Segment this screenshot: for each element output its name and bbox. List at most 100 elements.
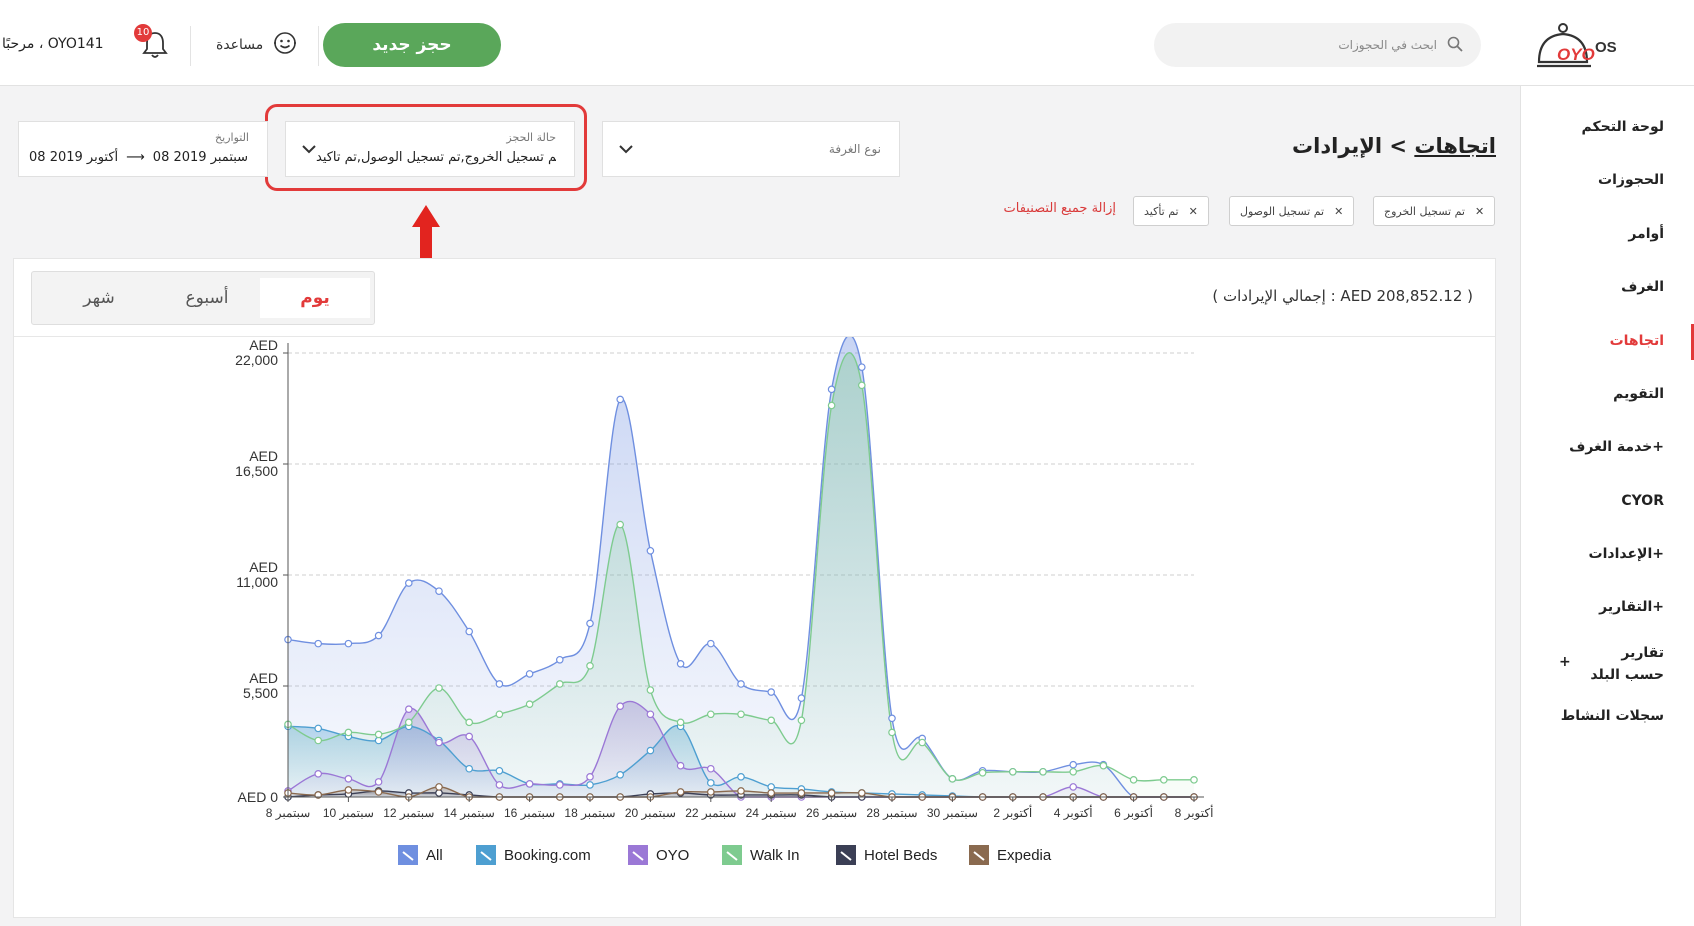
- filter-chip-checked-in[interactable]: تم تسجيل الوصول ✕: [1229, 196, 1355, 226]
- data-point: [706, 710, 715, 719]
- booking-status-dropdown[interactable]: حالة الحجز تم تسجيل الخروج,تم تسجيل الوص…: [285, 121, 575, 177]
- data-point: [827, 789, 836, 797]
- chip-label: تم تسجيل الخروج: [1384, 204, 1465, 218]
- y-tick-unit: AED: [249, 559, 278, 575]
- sidebar-item-calendar[interactable]: التقويم: [1613, 386, 1664, 402]
- data-point: [857, 789, 866, 797]
- clear-all-filters-link[interactable]: إزالة جميع التصنيفات: [1003, 201, 1116, 216]
- data-point: [797, 716, 806, 725]
- data-point: [435, 783, 443, 791]
- x-tick-label: 16 سبتمبر: [504, 806, 555, 820]
- data-point: [706, 788, 715, 796]
- data-point: [525, 780, 534, 788]
- legend-swatch-mark: [726, 851, 738, 861]
- sidebar-item-country-reports[interactable]: تقارير حسب البلد: [1590, 645, 1664, 683]
- data-point: [706, 779, 715, 787]
- sidebar-item-room-service[interactable]: خدمة الغرف+: [1569, 439, 1664, 455]
- x-tick-label: 28 سبتمبر: [866, 806, 917, 820]
- sidebar-item-dashboard[interactable]: لوحة التحكم: [1581, 119, 1664, 135]
- sidebar-item-activity-logs[interactable]: سجلات النشاط: [1560, 708, 1664, 724]
- y-tick-label: AED 22,000: [235, 337, 278, 368]
- legend-label: Booking.com: [504, 847, 591, 864]
- data-point: [646, 546, 655, 555]
- data-point: [1099, 761, 1108, 770]
- filter-chip-checked-out[interactable]: تم تسجيل الخروج ✕: [1373, 196, 1496, 226]
- data-point: [676, 788, 685, 796]
- data-point: [435, 684, 443, 692]
- data-point: [676, 718, 685, 727]
- revenue-card: يوم أسبوع شهر ( إجمالي الإيرادات : AED 2…: [13, 258, 1496, 918]
- data-point: [586, 781, 594, 789]
- data-point: [646, 710, 655, 719]
- sidebar-item-orders[interactable]: أوامر: [1628, 226, 1664, 242]
- legend-label: Hotel Beds: [864, 847, 937, 864]
- date-range-picker[interactable]: التواريخ 08 أكتوبر 2019 ⟶ 08 سبتمبر 2019: [18, 121, 268, 177]
- new-booking-button[interactable]: حجز جديد: [323, 23, 501, 67]
- y-tick-value: 11,000: [236, 574, 278, 590]
- help-link[interactable]: مساعدة: [216, 32, 297, 58]
- page-title: اتجاهات > الإيرادات: [1292, 134, 1496, 158]
- x-tick-label: 30 سبتمبر: [927, 806, 978, 820]
- data-point: [1069, 783, 1078, 791]
- legend-swatch-mark: [402, 851, 414, 861]
- chevron-down-icon: [300, 140, 318, 158]
- legend-swatch-mark: [973, 851, 985, 861]
- top-header: مرحبًا ، OYO141 10 مساعدة حجز جديد ابحث …: [0, 0, 1694, 86]
- total-revenue: ( إجمالي الإيرادات : AED 208,852.12 ): [1212, 287, 1473, 305]
- data-point: [555, 680, 564, 688]
- chip-label: تم تأكيد: [1144, 204, 1179, 218]
- data-point: [918, 738, 927, 747]
- sidebar-item-cyor[interactable]: CYOR: [1621, 493, 1664, 509]
- data-point: [495, 710, 504, 719]
- data-point: [314, 639, 323, 648]
- sidebar-item-reports[interactable]: التقارير+: [1599, 599, 1664, 615]
- sidebar-item-trends[interactable]: اتجاهات: [1609, 333, 1664, 349]
- booking-status-label: حالة الحجز: [506, 131, 556, 144]
- tab-week[interactable]: أسبوع: [185, 288, 229, 308]
- data-point: [1039, 767, 1047, 776]
- search-input[interactable]: ابحث في الحجوزات: [1338, 38, 1437, 52]
- data-point: [344, 639, 353, 648]
- data-point: [737, 773, 745, 781]
- data-point: [465, 764, 474, 773]
- data-point: [1160, 776, 1168, 784]
- room-type-dropdown[interactable]: نوع الغرفة: [602, 121, 900, 177]
- data-point: [797, 789, 806, 797]
- data-point: [827, 385, 836, 394]
- data-point: [1069, 760, 1078, 769]
- tab-month[interactable]: شهر: [83, 288, 115, 308]
- data-point: [586, 619, 594, 628]
- legend-label: All: [426, 847, 443, 864]
- data-point: [737, 787, 745, 795]
- data-point: [827, 401, 836, 410]
- breadcrumb-trends-link[interactable]: اتجاهات: [1414, 134, 1496, 158]
- notification-badge: 10: [134, 24, 152, 42]
- sidebar-item-settings[interactable]: الإعدادات+: [1588, 546, 1664, 562]
- x-tick-label: 2 أكتوبر: [993, 805, 1032, 820]
- data-point: [857, 363, 866, 371]
- close-icon[interactable]: ✕: [1475, 204, 1485, 218]
- filter-chip-confirmed[interactable]: تم تأكيد ✕: [1133, 196, 1209, 226]
- expand-plus-icon[interactable]: +: [1559, 654, 1571, 670]
- close-icon[interactable]: ✕: [1188, 204, 1198, 218]
- search-bar[interactable]: ابحث في الحجوزات: [1154, 23, 1481, 67]
- sidebar-item-bookings[interactable]: الحجوزات: [1598, 172, 1664, 188]
- data-point: [1129, 776, 1138, 784]
- divider: [14, 336, 1495, 337]
- svg-text:OYO: OYO: [1557, 45, 1595, 64]
- header-divider: [318, 26, 319, 66]
- tab-day[interactable]: يوم: [260, 278, 370, 318]
- period-tabs: يوم أسبوع شهر: [31, 271, 375, 325]
- close-icon[interactable]: ✕: [1334, 204, 1344, 218]
- date-from: 08 سبتمبر 2019: [152, 150, 249, 165]
- chevron-down-icon: [617, 140, 635, 158]
- search-icon: [1447, 36, 1463, 55]
- data-point: [495, 680, 504, 688]
- data-point: [737, 710, 745, 719]
- data-point: [737, 680, 745, 688]
- data-point: [1190, 776, 1198, 784]
- y-tick-unit: AED: [249, 337, 278, 353]
- data-point: [586, 662, 594, 670]
- oyo-os-logo: OYO OS: [1535, 18, 1645, 72]
- sidebar-item-rooms[interactable]: الغرف: [1621, 279, 1664, 295]
